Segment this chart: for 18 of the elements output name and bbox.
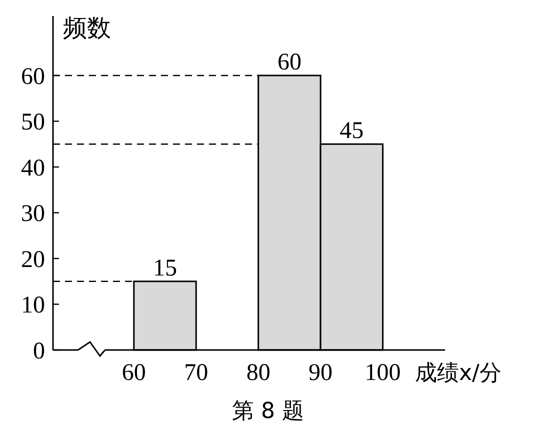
data-label: 15	[153, 255, 177, 282]
y-tick-label: 20	[21, 246, 45, 273]
data-label: 45	[340, 118, 364, 144]
x-tick-label: 100	[364, 360, 401, 386]
x-tick-label: 80	[246, 360, 270, 386]
x-tick-label: 70	[184, 360, 208, 386]
data-label: 60	[277, 49, 302, 76]
y-tick-label: 50	[21, 110, 45, 136]
x-axis-title: 成绩x/分	[415, 361, 502, 386]
x-tick-label: 90	[308, 360, 333, 386]
y-tick-label: 60	[21, 64, 45, 90]
text: 第 8 题	[232, 399, 304, 424]
y-tick-label: 0	[33, 338, 45, 364]
x-tick-label: 60	[122, 360, 146, 386]
y-tick-label: 40	[21, 155, 45, 182]
y-tick-label: 30	[21, 201, 45, 228]
y-tick-label: 10	[21, 292, 45, 319]
y-axis-title: 频数	[63, 14, 111, 42]
